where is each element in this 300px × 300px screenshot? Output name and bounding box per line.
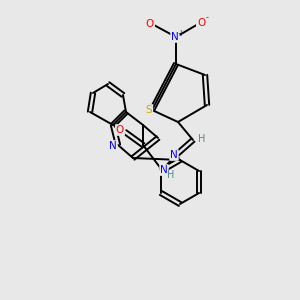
Text: O: O xyxy=(197,18,205,28)
Text: +: + xyxy=(177,28,183,38)
Text: O: O xyxy=(146,19,154,29)
Text: N: N xyxy=(160,165,168,175)
Text: O: O xyxy=(116,125,124,135)
Text: H: H xyxy=(167,170,175,180)
Text: -: - xyxy=(206,14,208,22)
Text: N: N xyxy=(109,141,117,151)
Text: N: N xyxy=(171,32,179,42)
Text: N: N xyxy=(170,150,178,160)
Text: H: H xyxy=(198,134,206,144)
Text: S: S xyxy=(146,105,152,115)
